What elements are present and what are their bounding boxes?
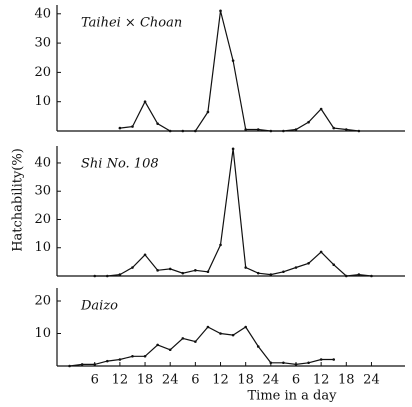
line-series (119, 10, 359, 132)
data-point (131, 125, 134, 128)
data-point (319, 358, 323, 361)
x-tick-label: 6 (91, 373, 99, 388)
data-point (231, 59, 235, 62)
panel-title: Taihei × Choan (81, 16, 182, 31)
x-tick-label: 12 (212, 373, 229, 388)
y-tick-label: 40 (34, 6, 51, 21)
data-point (106, 274, 109, 278)
data-point (206, 325, 210, 329)
data-point (244, 325, 247, 329)
data-point (131, 354, 134, 358)
data-point (194, 129, 197, 133)
data-point (319, 250, 323, 254)
x-tick-label: 18 (237, 373, 254, 388)
data-point (156, 343, 159, 347)
data-point (256, 128, 260, 131)
y-tick-label: 10 (34, 326, 51, 341)
data-point (118, 126, 122, 130)
data-point (168, 267, 172, 271)
data-point (282, 270, 285, 274)
x-tick-label: 6 (292, 373, 300, 388)
data-point (106, 359, 109, 363)
data-point (156, 269, 159, 272)
data-point (357, 273, 361, 276)
data-point (332, 263, 336, 266)
x-tick-label: 12 (313, 373, 330, 388)
data-point (181, 337, 185, 340)
data-point (93, 363, 97, 366)
data-point (269, 273, 273, 276)
data-point (269, 129, 273, 133)
data-point (181, 129, 185, 133)
data-point (282, 129, 285, 133)
y-tick-label: 20 (34, 294, 51, 309)
y-tick-label: 30 (34, 36, 51, 51)
data-point (294, 363, 298, 366)
data-point (370, 274, 373, 278)
data-point (206, 270, 210, 274)
data-point (68, 364, 71, 368)
data-point (219, 332, 222, 335)
data-point (256, 345, 260, 348)
x-tick-label: 24 (363, 373, 380, 388)
data-point (294, 266, 298, 269)
data-point (206, 110, 210, 114)
data-point (357, 129, 361, 133)
data-point (168, 129, 172, 133)
data-point (143, 354, 147, 358)
data-point (219, 9, 222, 13)
x-tick-label: 24 (263, 373, 280, 388)
data-point (93, 274, 97, 278)
data-point (256, 271, 260, 275)
data-point (168, 348, 172, 352)
data-point (307, 361, 310, 365)
data-point (80, 363, 84, 366)
y-tick-label: 40 (34, 155, 51, 170)
line-series (69, 326, 334, 367)
data-point (231, 147, 235, 151)
x-axis-label: Time in a day (248, 389, 338, 404)
data-point (319, 107, 323, 111)
y-tick-label: 20 (34, 65, 51, 80)
panel-title: Shi No. 108 (81, 157, 159, 172)
panel-title: Daizo (80, 299, 118, 314)
data-point (194, 269, 197, 272)
data-point (345, 274, 348, 278)
data-point (345, 128, 348, 131)
x-tick-label: 18 (338, 373, 355, 388)
data-point (143, 253, 147, 257)
data-point (269, 361, 273, 365)
data-point (118, 273, 122, 276)
data-point (118, 358, 122, 361)
x-tick-label: 18 (137, 373, 154, 388)
data-point (156, 122, 159, 125)
data-point (244, 266, 247, 269)
data-point (282, 361, 285, 365)
data-point (131, 266, 134, 269)
data-point (332, 126, 336, 130)
data-point (219, 243, 222, 247)
data-point (231, 333, 235, 337)
data-point (181, 271, 185, 275)
x-tick-label: 24 (162, 373, 179, 388)
data-point (194, 340, 197, 343)
y-axis-label: Hatchability(%) (11, 148, 26, 252)
data-point (307, 120, 310, 124)
y-tick-label: 10 (34, 94, 51, 109)
data-point (307, 261, 310, 265)
y-tick-label: 20 (34, 212, 51, 227)
y-tick-label: 10 (34, 240, 51, 255)
data-point (143, 100, 147, 103)
data-point (294, 128, 298, 131)
y-tick-label: 30 (34, 184, 51, 199)
x-tick-label: 12 (112, 373, 129, 388)
data-point (332, 358, 336, 361)
data-point (244, 128, 247, 131)
x-tick-label: 6 (191, 373, 199, 388)
